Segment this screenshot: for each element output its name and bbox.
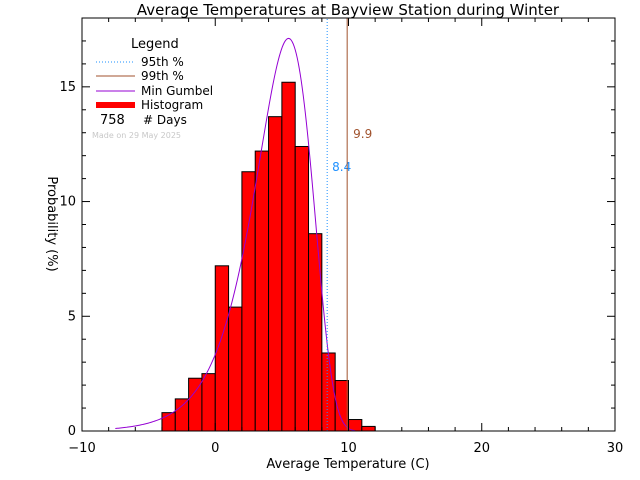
histogram-bar bbox=[268, 116, 283, 432]
gumbel-curve-group bbox=[115, 37, 356, 432]
chart-title: Average Temperatures at Bayview Station … bbox=[137, 1, 560, 19]
x-tick-label: −10 bbox=[68, 441, 95, 456]
percentile-value-label: 8.4 bbox=[332, 160, 351, 174]
legend-days-count: 758 bbox=[100, 113, 125, 128]
percentile-lines: 8.4 9.9 bbox=[326, 18, 372, 431]
histogram-bar bbox=[188, 377, 203, 432]
legend-days-label: # Days bbox=[143, 113, 187, 127]
histogram-bars bbox=[161, 81, 376, 432]
x-axis-label: Average Temperature (C) bbox=[266, 457, 429, 472]
histogram-bar bbox=[294, 145, 310, 432]
legend: Legend 95th % 99th % Min Gumbel Histogra… bbox=[92, 37, 213, 140]
x-tick-label: 30 bbox=[607, 441, 624, 456]
x-tick-label: 20 bbox=[473, 441, 490, 456]
axis-ticks: −10 0 10 20 30 0 5 10 15 bbox=[59, 17, 624, 456]
x-tick-label: 0 bbox=[211, 441, 219, 456]
percentile-value-label: 9.9 bbox=[353, 127, 372, 141]
histogram-bar bbox=[321, 352, 336, 432]
y-tick-label: 5 bbox=[68, 309, 76, 324]
x-tick-label: 10 bbox=[340, 441, 357, 456]
histogram-bar bbox=[308, 233, 323, 432]
histogram-bar bbox=[201, 373, 216, 432]
legend-label-99th: 99th % bbox=[141, 69, 184, 83]
legend-label-histogram: Histogram bbox=[141, 98, 203, 112]
y-tick-label: 15 bbox=[59, 80, 76, 95]
legend-label-95th: 95th % bbox=[141, 55, 184, 69]
histogram-bar bbox=[228, 306, 243, 432]
histogram-bar bbox=[281, 81, 296, 432]
legend-title: Legend bbox=[131, 37, 179, 52]
histogram-bar bbox=[361, 425, 376, 432]
histogram-bar bbox=[241, 171, 256, 432]
watermark: Made on 29 May 2025 bbox=[92, 131, 181, 140]
histogram-bar bbox=[254, 150, 270, 432]
y-axis-label: Probability (%) bbox=[44, 176, 59, 271]
legend-label-gumbel: Min Gumbel bbox=[141, 84, 213, 98]
gumbel-curve bbox=[115, 37, 356, 432]
y-tick-label: 10 bbox=[59, 195, 76, 210]
histogram-bar bbox=[174, 398, 190, 432]
y-tick-label: 0 bbox=[68, 424, 76, 439]
